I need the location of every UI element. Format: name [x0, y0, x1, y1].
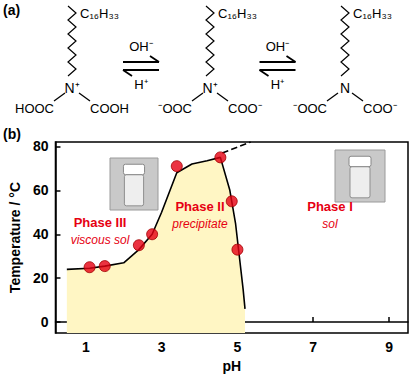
svg-text:pH: pH	[222, 358, 241, 374]
svg-text:viscous sol: viscous sol	[71, 233, 130, 247]
svg-text:OH⁻: OH⁻	[266, 39, 290, 54]
svg-text:COOH: COOH	[90, 101, 129, 116]
svg-text:40: 40	[33, 226, 49, 242]
svg-text:COO⁻: COO⁻	[228, 101, 262, 116]
svg-text:⁻OOC: ⁻OOC	[293, 101, 327, 116]
svg-text:(a): (a)	[3, 2, 20, 18]
svg-text:C₁₆H₃₃: C₁₆H₃₃	[353, 6, 392, 21]
svg-text:COO⁻: COO⁻	[363, 101, 397, 116]
svg-text:precipitate: precipitate	[171, 217, 228, 231]
svg-text:9: 9	[385, 339, 393, 355]
svg-text:Phase III: Phase III	[74, 215, 127, 230]
svg-text:C₁₆H₃₃: C₁₆H₃₃	[218, 6, 257, 21]
svg-text:H⁺: H⁺	[271, 77, 284, 92]
svg-text:N⁺: N⁺	[202, 80, 217, 96]
svg-text:H⁺: H⁺	[134, 77, 147, 92]
svg-text:N⁺: N⁺	[64, 80, 79, 96]
svg-text:HOOC: HOOC	[15, 101, 54, 116]
svg-text:Phase II: Phase II	[175, 199, 224, 214]
svg-text:sol: sol	[322, 217, 338, 231]
svg-text:C₁₆H₃₃: C₁₆H₃₃	[80, 6, 119, 21]
svg-text:20: 20	[33, 270, 49, 286]
svg-text:1: 1	[82, 339, 90, 355]
svg-text:80: 80	[33, 138, 49, 154]
svg-text:(b): (b)	[3, 126, 21, 142]
svg-text:N: N	[340, 80, 350, 96]
svg-text:3: 3	[158, 339, 166, 355]
svg-text:7: 7	[309, 339, 317, 355]
svg-text:5: 5	[234, 339, 242, 355]
svg-text:0: 0	[41, 314, 49, 330]
svg-text:OH⁻: OH⁻	[129, 39, 153, 54]
svg-text:60: 60	[33, 182, 49, 198]
svg-text:Temperature / °C: Temperature / °C	[7, 182, 23, 293]
svg-text:⁻OOC: ⁻OOC	[158, 101, 192, 116]
svg-text:Phase I: Phase I	[307, 199, 353, 214]
